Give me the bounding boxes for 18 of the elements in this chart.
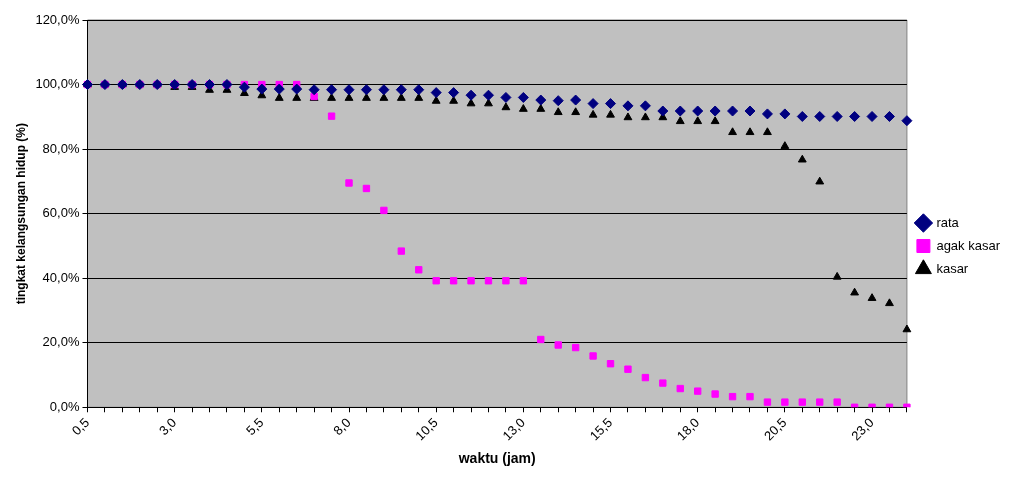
x-tick-label: 18,0 (673, 414, 703, 444)
legend-label: agak kasar (936, 237, 1001, 253)
y-tick-label: 120,0% (35, 11, 80, 27)
y-tick-label: 20,0% (42, 334, 80, 350)
y-tick-label: 80,0% (42, 140, 80, 156)
legend-label: kasar (936, 260, 969, 276)
x-axis-title: waktu (jam) (457, 450, 536, 467)
y-tick-label: 0,0% (49, 398, 80, 414)
x-tick-label: 5,5 (243, 414, 267, 439)
x-tick-label: 15,5 (586, 414, 616, 444)
x-tick-label: 3,0 (155, 414, 180, 439)
legend-label: rata (936, 214, 960, 230)
x-tick-label: 8,0 (330, 414, 354, 439)
y-tick-label: 60,0% (42, 205, 80, 221)
y-tick-label: 100,0% (35, 76, 80, 92)
y-tick-label: 40,0% (42, 269, 80, 285)
y-axis-title: tingkat kelangsungan hidup (%) (13, 122, 28, 305)
x-tick-label: 0,5 (68, 414, 93, 439)
